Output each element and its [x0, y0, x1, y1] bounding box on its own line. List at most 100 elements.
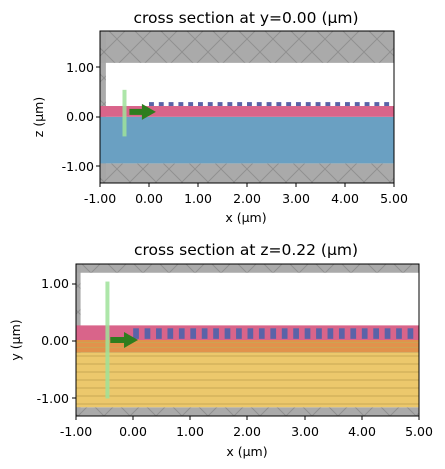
- tick-label-x: -1.00: [60, 424, 92, 439]
- tick-label-x: 0.00: [135, 191, 163, 206]
- direction-arrow-shaft: [110, 337, 127, 343]
- grating-tooth: [374, 102, 380, 107]
- grating-tooth: [396, 328, 402, 339]
- panel-bottom-x-ticks: -1.00 0.00 1.00 2.00 3.00 4.00 5.00: [60, 424, 433, 439]
- panel-top-frame: [99, 30, 395, 184]
- grating-tooth: [361, 328, 368, 339]
- grating-tooth: [158, 102, 164, 107]
- grating-tooth: [327, 328, 334, 339]
- tick-label-x: 4.00: [348, 424, 376, 439]
- grating-tooth: [178, 328, 185, 339]
- grating-tooth: [167, 328, 174, 339]
- grating-tooth: [256, 102, 262, 107]
- grating-tooth: [350, 328, 357, 339]
- panel-bottom-frame: [75, 263, 420, 417]
- grating-tooth: [258, 328, 265, 339]
- grating-tooth: [198, 102, 203, 107]
- panel-top-plot: [96, 31, 395, 187]
- direction-arrow-shaft: [129, 108, 144, 115]
- grating-tooth: [364, 102, 370, 107]
- grating-tooth: [247, 102, 252, 107]
- grating-tooth: [178, 102, 184, 107]
- panel-top-xlabel: x (μm): [225, 210, 266, 225]
- grating-tooth: [133, 328, 139, 339]
- tick-label-y: -1.00: [62, 159, 94, 174]
- grating-tooth: [190, 328, 197, 339]
- grating-tooth: [144, 328, 151, 339]
- tick-label-y: -1.00: [37, 391, 69, 406]
- grating-tooth: [384, 328, 391, 339]
- panel-bottom-title: cross section at z=0.22 (μm): [134, 241, 358, 259]
- grating-tooth: [168, 102, 174, 107]
- panel-bottom-xlabel: x (μm): [226, 444, 267, 459]
- tick-label-x: 3.00: [291, 424, 319, 439]
- tick-label-x: 5.00: [405, 424, 433, 439]
- grating-tooth: [304, 328, 311, 339]
- pml-bottom: [76, 407, 419, 416]
- panel-top-y-ticks: 1.00 0.00 -1.00: [62, 60, 94, 174]
- grating-tooth: [293, 328, 299, 339]
- pml-bottom: [100, 163, 394, 183]
- tick-label-y: 0.00: [41, 333, 69, 348]
- grating-tooth: [315, 102, 321, 107]
- grating-tooth: [227, 102, 233, 107]
- grating-tooth: [237, 102, 243, 107]
- source-line: [122, 89, 127, 137]
- tick-label-x: 1.00: [184, 191, 212, 206]
- grating-tooth: [407, 328, 414, 339]
- grating-tooth: [270, 328, 277, 339]
- grating-tooth: [188, 102, 194, 107]
- grating-tooth: [286, 102, 292, 107]
- tick-label-y: 1.00: [41, 276, 69, 291]
- panel-bottom-ylabel: y (μm): [8, 319, 23, 360]
- grating-tooth: [384, 102, 390, 107]
- panel-top-x-ticks: -1.00 0.00 1.00 2.00 3.00 4.00 5.00: [84, 191, 408, 206]
- grating-tooth: [281, 328, 288, 339]
- grating-tooth: [296, 102, 301, 107]
- grating-tooth: [207, 102, 213, 107]
- tick-label-x: 4.00: [331, 191, 359, 206]
- waveguide-layer: [100, 106, 394, 117]
- source-line: [105, 281, 110, 399]
- tick-label-x: 1.00: [176, 424, 204, 439]
- tick-label-x: 2.00: [233, 424, 261, 439]
- grating-tooth: [325, 102, 331, 107]
- panel-top: cross section at y=0.00 (μm) -1.00 0.00 …: [31, 9, 408, 225]
- grating-tooth: [316, 328, 322, 339]
- direction-arrow-head: [141, 103, 156, 120]
- grating-tooth: [305, 102, 311, 107]
- tick-label-x: 5.00: [380, 191, 408, 206]
- direction-arrow-head: [124, 332, 139, 348]
- grating-tooth: [224, 328, 231, 339]
- grating-tooth: [247, 328, 254, 339]
- grating-tooth: [338, 328, 345, 339]
- grating-tooth: [201, 328, 208, 339]
- grating-tooth: [345, 102, 350, 107]
- pml-top: [100, 31, 394, 63]
- tick-label-x: 2.00: [233, 191, 261, 206]
- grating-tooth: [217, 102, 223, 107]
- grating-tooth: [276, 102, 282, 107]
- substrate: [100, 116, 394, 164]
- grating-tooth: [149, 102, 154, 107]
- lower-band: [76, 340, 419, 353]
- pml-top: [76, 264, 419, 273]
- grating-tooth: [156, 328, 162, 339]
- grating-tooth: [236, 328, 242, 339]
- panel-bottom: cross section at z=0.22 (μm) -1.00 0.00 …: [8, 241, 433, 459]
- grating-tooth: [213, 328, 219, 339]
- panel-bottom-plot: [72, 264, 420, 420]
- panel-top-title: cross section at y=0.00 (μm): [133, 9, 358, 27]
- panel-bottom-y-ticks: 1.00 0.00 -1.00: [37, 276, 69, 406]
- tick-label-y: 0.00: [66, 109, 94, 124]
- grating-tooth: [373, 328, 379, 339]
- grating-tooth: [335, 102, 341, 107]
- tick-label-x: 0.00: [119, 424, 147, 439]
- tick-label-y: 1.00: [66, 60, 94, 75]
- tick-label-x: -1.00: [84, 191, 116, 206]
- grating-tooth: [354, 102, 360, 107]
- tick-label-x: 3.00: [282, 191, 310, 206]
- slab: [76, 352, 419, 408]
- grating-tooth: [266, 102, 272, 107]
